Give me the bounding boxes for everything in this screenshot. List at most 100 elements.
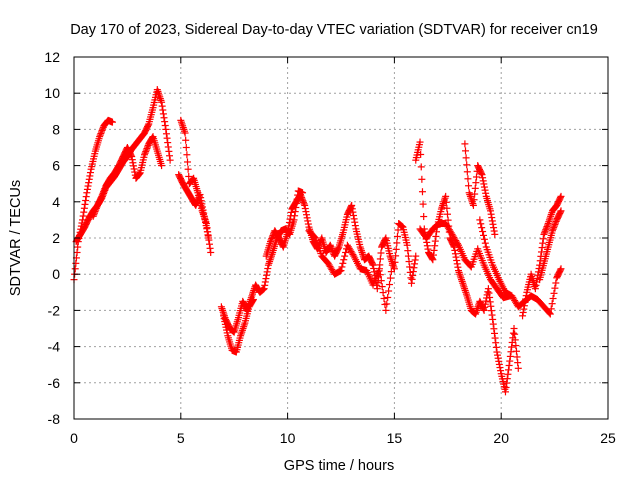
data-point-interp: [480, 183, 488, 191]
data-point-interp: [377, 249, 385, 257]
data-point-interp: [100, 188, 108, 196]
data-point-interp: [461, 285, 469, 293]
data-point-interp: [514, 359, 522, 367]
data-point-interp: [142, 148, 150, 156]
data-point: [267, 238, 275, 246]
data-point-interp: [547, 212, 555, 220]
data-point-interp: [482, 297, 490, 305]
data-point-interp: [511, 336, 519, 344]
data-point-interp: [101, 185, 109, 193]
data-markers: [70, 86, 565, 396]
data-point-interp: [98, 191, 106, 199]
data-point-interp: [556, 266, 564, 274]
data-point-interp: [349, 208, 357, 216]
data-point-interp: [164, 143, 172, 151]
data-point-interp: [481, 300, 489, 308]
data-point-interp: [85, 175, 93, 183]
data-point: [200, 212, 208, 220]
data-point: [375, 265, 383, 273]
y-tick-label: 4: [52, 194, 60, 210]
data-point: [217, 303, 225, 311]
data-point-interp: [459, 281, 467, 289]
y-tick-label: 6: [52, 158, 60, 174]
data-point-interp: [301, 205, 309, 213]
data-point: [493, 348, 501, 356]
data-point-interp: [548, 300, 556, 308]
data-point-interp: [377, 277, 385, 285]
data-point: [162, 125, 170, 133]
data-point-interp: [490, 329, 498, 337]
data-point-interp: [512, 342, 520, 350]
data-point-interp: [508, 343, 516, 351]
data-point-interp: [86, 169, 94, 177]
data-point-interp: [203, 225, 211, 233]
data-point-interp: [467, 194, 475, 202]
data-point-interp: [157, 96, 165, 104]
data-point-interp: [386, 281, 394, 289]
data-point: [382, 306, 390, 314]
data-point-interp: [505, 361, 513, 369]
data-point-interp: [496, 364, 504, 372]
data-point-interp: [261, 278, 269, 286]
data-point-interp: [541, 229, 549, 237]
data-point-interp: [156, 95, 164, 103]
data-point-interp: [201, 215, 209, 223]
data-point-interp: [532, 281, 540, 289]
data-point-interp: [503, 375, 511, 383]
data-point-interp: [458, 277, 466, 285]
data-point-interp: [240, 323, 248, 331]
data-point-interp: [546, 214, 554, 222]
data-point-interp: [300, 200, 308, 208]
y-tick-label: -2: [48, 302, 61, 318]
data-point-interp: [542, 224, 550, 232]
data-point-interp: [198, 200, 206, 208]
data-point-interp: [376, 255, 384, 263]
data-point-interp: [545, 309, 553, 317]
data-point-interp: [263, 271, 271, 279]
data-point: [514, 364, 522, 372]
data-point-interp: [491, 334, 499, 342]
data-point-interp: [482, 189, 490, 197]
data-point-interp: [179, 122, 187, 130]
data-point-interp: [417, 163, 425, 171]
data-point-interp: [285, 222, 293, 230]
data-point-interp: [197, 197, 205, 205]
data-point-interp: [384, 293, 392, 301]
data-point-interp: [99, 125, 107, 133]
data-point-interp: [430, 246, 438, 254]
data-point: [519, 312, 527, 320]
data-point-interp: [339, 259, 347, 267]
data-point-interp: [195, 192, 203, 200]
data-point: [89, 212, 97, 220]
data-point-interp: [239, 325, 247, 332]
data-point-interp: [184, 165, 192, 173]
data-point: [249, 296, 257, 304]
data-point-interp: [464, 175, 472, 183]
data-point: [548, 227, 556, 235]
data-point-interp: [238, 328, 246, 336]
data-point-interp: [357, 247, 365, 255]
data-point-interp: [129, 159, 137, 167]
data-point-interp: [542, 226, 550, 234]
data-point-interp: [486, 293, 494, 301]
data-point-interp: [451, 246, 459, 254]
data-point: [489, 315, 497, 323]
data-point-interp: [404, 252, 412, 260]
data-point-interp: [488, 311, 496, 319]
data-point-interp: [357, 245, 365, 253]
data-point-interp: [378, 283, 386, 291]
x-tick-label: 10: [280, 430, 296, 446]
data-point: [459, 279, 467, 287]
data-point-interp: [481, 303, 489, 311]
data-point-interp: [262, 275, 270, 283]
data-point: [98, 192, 106, 200]
data-point-interp: [552, 219, 560, 227]
x-tick-label: 5: [177, 430, 185, 446]
data-point-interp: [268, 233, 276, 241]
data-point-interp: [550, 224, 558, 232]
data-point-interp: [408, 275, 416, 283]
data-point-interp: [84, 182, 92, 190]
data-point-interp: [200, 209, 208, 217]
data-point-interp: [164, 139, 172, 147]
data-point: [506, 357, 514, 365]
